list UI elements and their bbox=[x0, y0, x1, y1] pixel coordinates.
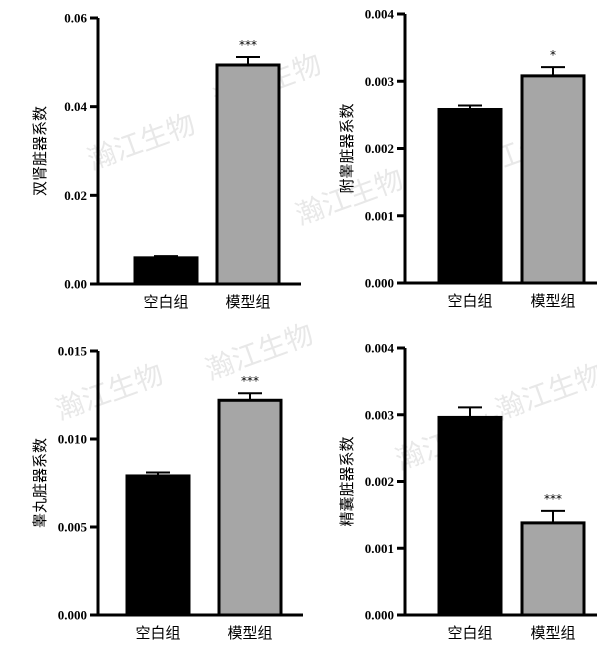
category-label: 模型组 bbox=[530, 624, 575, 642]
significance-label: * bbox=[550, 48, 556, 62]
significance-label: *** bbox=[241, 374, 259, 388]
y-tick-label: 0.000 bbox=[365, 276, 394, 291]
bar bbox=[217, 398, 283, 617]
bar bbox=[437, 107, 503, 285]
bar bbox=[437, 415, 503, 617]
chart-panel-4: 空白组 *** 模型组 0.000 0.001 0.002 0.003 0.004 精囊脏器系数 bbox=[338, 341, 597, 642]
watermark-text: 瀚江生物 bbox=[491, 357, 597, 426]
y-tick-label: 0.002 bbox=[365, 474, 394, 489]
category-label: 空白组 bbox=[143, 293, 188, 311]
bar bbox=[520, 74, 586, 285]
chart-panel-3: 空白组 *** 模型组 0.000 0.005 0.010 0.015 睾丸脏器系数 bbox=[31, 344, 303, 642]
category-label: 模型组 bbox=[225, 293, 270, 311]
significance-label: *** bbox=[544, 492, 562, 506]
bar bbox=[133, 256, 199, 286]
y-tick-label: 0.003 bbox=[365, 74, 395, 89]
y-axis-label: 附睾脏器系数 bbox=[338, 103, 356, 193]
category-label: 空白组 bbox=[447, 292, 492, 310]
y-tick-label: 0.010 bbox=[58, 432, 87, 447]
category-label: 空白组 bbox=[135, 624, 180, 642]
watermark-text: 瀚江生物 bbox=[83, 107, 200, 176]
y-tick-label: 0.04 bbox=[64, 99, 87, 114]
chart-panel-2: 空白组 * 模型组 0.000 0.001 0.002 0.003 0.004 附睾脏器系数 bbox=[338, 7, 597, 310]
y-tick-label: 0.06 bbox=[64, 11, 87, 26]
y-tick-label: 0.002 bbox=[365, 141, 394, 156]
watermark-text: 瀚江生物 bbox=[201, 317, 318, 386]
y-axis-label: 双肾脏器系数 bbox=[31, 106, 49, 196]
y-tick-label: 0.004 bbox=[365, 7, 395, 22]
category-label: 模型组 bbox=[227, 624, 272, 642]
watermark-layer: 瀚江生物瀚江生物瀚江生物瀚江生物瀚江生物瀚江生物瀚江生物瀚江生物 bbox=[51, 47, 597, 476]
chart-panel-1: 空白组 *** 模型组 0.00 0.02 0.04 0.06 双肾脏器系数 bbox=[31, 11, 301, 311]
y-tick-label: 0.000 bbox=[365, 608, 394, 623]
category-label: 空白组 bbox=[447, 624, 492, 642]
y-tick-label: 0.000 bbox=[58, 608, 87, 623]
y-tick-label: 0.005 bbox=[58, 520, 88, 535]
y-tick-label: 0.02 bbox=[64, 188, 87, 203]
y-tick-label: 0.004 bbox=[365, 341, 395, 356]
y-tick-label: 0.00 bbox=[64, 277, 87, 292]
y-tick-label: 0.001 bbox=[365, 208, 394, 223]
bar bbox=[125, 474, 191, 617]
watermark-text: 瀚江生物 bbox=[51, 357, 168, 426]
category-label: 模型组 bbox=[530, 292, 575, 310]
y-tick-label: 0.001 bbox=[365, 541, 394, 556]
y-axis-label: 精囊脏器系数 bbox=[338, 436, 356, 526]
y-tick-label: 0.015 bbox=[58, 344, 88, 359]
y-axis-label: 睾丸脏器系数 bbox=[31, 438, 49, 528]
y-tick-label: 0.003 bbox=[365, 407, 395, 422]
significance-label: *** bbox=[239, 38, 257, 52]
bar bbox=[215, 63, 281, 286]
bar bbox=[520, 521, 586, 617]
